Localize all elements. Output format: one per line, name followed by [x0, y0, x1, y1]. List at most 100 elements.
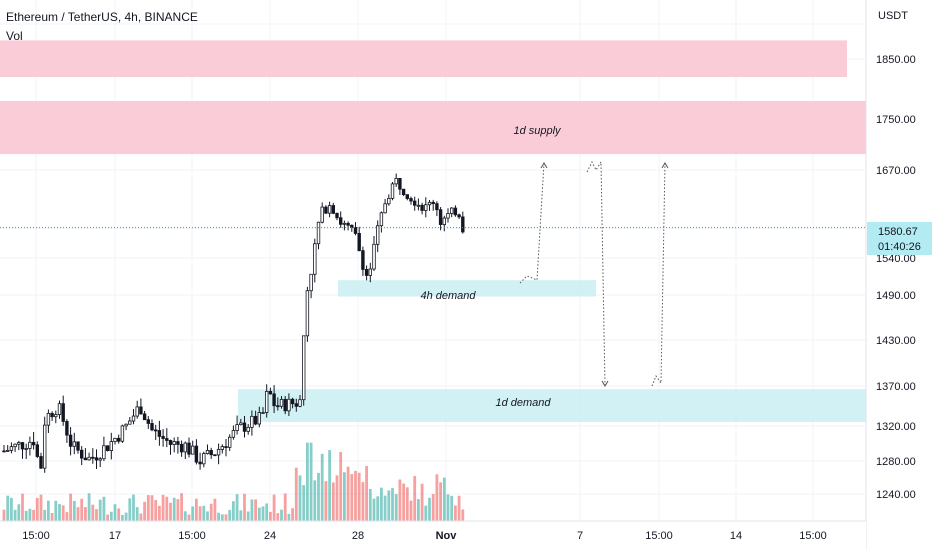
- candle-body-down: [453, 207, 458, 216]
- candle-body-up: [368, 268, 372, 276]
- candle-body-up: [227, 436, 232, 448]
- y-tick-label: 1850.00: [876, 54, 916, 66]
- volume-bar-up: [320, 453, 324, 521]
- candle: [198, 452, 202, 470]
- candle: [87, 452, 91, 461]
- volume-bar-down: [283, 493, 287, 521]
- candle: [6, 445, 10, 452]
- volume-bar-up: [428, 497, 431, 521]
- volume-bar-down: [161, 494, 165, 521]
- volume-bar-down: [146, 495, 150, 521]
- candle-body-up: [98, 458, 102, 461]
- y-tick-label: 1320.00: [876, 421, 916, 433]
- candle-body-up: [202, 453, 206, 465]
- candle-body-up: [298, 399, 302, 407]
- y-tick-label: 1490.00: [876, 290, 916, 302]
- y-tick-label: 1370.00: [876, 381, 916, 393]
- candle-body-down: [438, 209, 443, 225]
- candle: [438, 207, 443, 231]
- candle: [453, 205, 458, 217]
- candle-body-up: [442, 217, 446, 225]
- volume-bar-down: [402, 483, 405, 521]
- candle-body-up: [316, 221, 321, 245]
- volume-bar-down: [176, 499, 180, 521]
- candle-body-down: [105, 445, 110, 452]
- candle: [457, 213, 461, 220]
- candle-body-down: [253, 415, 258, 425]
- candle: [17, 440, 21, 451]
- volume-bar-down: [35, 497, 39, 521]
- candle: [338, 211, 343, 228]
- volume-bar-down: [84, 507, 87, 521]
- candle: [187, 437, 191, 458]
- candle: [324, 205, 328, 215]
- bar-countdown-label: 01:40:26: [878, 241, 921, 253]
- candle: [43, 416, 47, 473]
- candle: [120, 424, 125, 443]
- arrow-head-icon: [661, 162, 669, 169]
- candle: [224, 438, 228, 457]
- candle: [405, 194, 409, 201]
- time-axis-background: [0, 521, 866, 550]
- volume-bar-up: [376, 496, 380, 521]
- candle-body-up: [305, 290, 310, 337]
- volume-bar-down: [361, 482, 365, 521]
- candle-body-up: [342, 222, 347, 225]
- volume-bar-up: [317, 472, 320, 521]
- volume-bar-up: [391, 488, 394, 521]
- candle: [146, 416, 150, 429]
- volume-bar-down: [139, 513, 143, 521]
- candle: [113, 437, 117, 445]
- volume-bar-down: [431, 494, 435, 521]
- candle: [242, 415, 247, 438]
- candle: [109, 432, 113, 460]
- candle-body-down: [161, 436, 165, 439]
- volume-bar-up: [98, 499, 102, 521]
- candle: [294, 398, 298, 412]
- volume-bar-up: [13, 509, 17, 521]
- candle-body-up: [28, 441, 32, 449]
- volume-bar-up: [328, 450, 331, 521]
- candle: [20, 442, 25, 459]
- candle: [150, 419, 154, 432]
- volume-bar-up: [309, 442, 313, 521]
- x-tick-label: Nov: [436, 530, 458, 542]
- volume-indicator-label[interactable]: Vol: [6, 29, 23, 43]
- supply-zone-1d-supply: [0, 101, 870, 155]
- candle-body-down: [117, 437, 121, 442]
- volume-bar-up: [287, 513, 291, 521]
- candle: [420, 202, 424, 215]
- volume-bar-up: [54, 500, 58, 521]
- volume-bar-down: [269, 511, 272, 521]
- candle: [91, 448, 95, 464]
- y-tick-label: 1430.00: [876, 335, 916, 347]
- candle: [287, 393, 291, 417]
- volume-bar-down: [91, 504, 95, 521]
- candle-body-down: [165, 438, 169, 441]
- volume-bar-up: [387, 490, 391, 521]
- candle: [401, 188, 406, 197]
- candle-body-up: [287, 398, 291, 412]
- candle: [135, 400, 139, 419]
- volume-bar-down: [357, 472, 361, 521]
- candle-body-up: [231, 430, 236, 438]
- candle: [46, 409, 51, 434]
- candle-body-up: [43, 424, 47, 469]
- candle: [9, 442, 14, 454]
- candle: [390, 181, 395, 201]
- volume-bar-up: [383, 495, 387, 521]
- candle: [431, 199, 435, 211]
- candle: [153, 424, 158, 441]
- volume-bar-down: [117, 508, 121, 521]
- candle-body-up: [235, 424, 239, 431]
- volume-bar-up: [232, 501, 235, 521]
- volume-bar-down: [195, 498, 198, 521]
- candle: [261, 407, 265, 414]
- volume-bar-down: [61, 505, 65, 521]
- arrow-head-icon: [601, 380, 609, 387]
- currency-label: USDT: [878, 10, 908, 22]
- price-scale-background: [866, 0, 932, 550]
- symbol-title[interactable]: Ethereum / TetherUS, 4h, BINANCE: [6, 10, 198, 24]
